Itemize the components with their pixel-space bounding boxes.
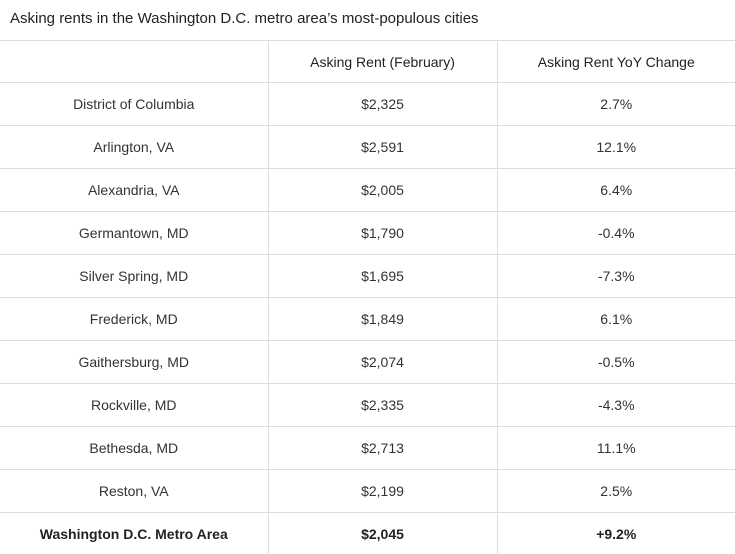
- column-header-yoy-change: Asking Rent YoY Change: [497, 41, 735, 83]
- city-cell: Alexandria, VA: [0, 169, 268, 212]
- table-row: Gaithersburg, MD $2,074 -0.5%: [0, 341, 735, 384]
- city-cell: District of Columbia: [0, 83, 268, 126]
- yoy-cell: 6.1%: [497, 298, 735, 341]
- rent-cell: $2,325: [268, 83, 497, 126]
- rent-cell: $2,335: [268, 384, 497, 427]
- yoy-cell: -7.3%: [497, 255, 735, 298]
- rent-cell: $2,199: [268, 470, 497, 513]
- column-header-asking-rent: Asking Rent (February): [268, 41, 497, 83]
- city-cell: Silver Spring, MD: [0, 255, 268, 298]
- yoy-cell: -4.3%: [497, 384, 735, 427]
- rent-cell: $2,005: [268, 169, 497, 212]
- rent-cell: $2,074: [268, 341, 497, 384]
- table-row: Bethesda, MD $2,713 11.1%: [0, 427, 735, 470]
- rent-cell: $1,695: [268, 255, 497, 298]
- yoy-cell: -0.5%: [497, 341, 735, 384]
- city-cell: Reston, VA: [0, 470, 268, 513]
- rent-cell: $1,790: [268, 212, 497, 255]
- table-header-row: Asking Rent (February) Asking Rent YoY C…: [0, 41, 735, 83]
- table-row: Rockville, MD $2,335 -4.3%: [0, 384, 735, 427]
- table-row: District of Columbia $2,325 2.7%: [0, 83, 735, 126]
- rent-cell: $1,849: [268, 298, 497, 341]
- yoy-cell: 2.5%: [497, 470, 735, 513]
- rent-table: Asking Rent (February) Asking Rent YoY C…: [0, 40, 735, 554]
- table-row: Arlington, VA $2,591 12.1%: [0, 126, 735, 169]
- table-row: Germantown, MD $1,790 -0.4%: [0, 212, 735, 255]
- rent-cell: $2,713: [268, 427, 497, 470]
- yoy-cell: 6.4%: [497, 169, 735, 212]
- city-cell: Gaithersburg, MD: [0, 341, 268, 384]
- yoy-cell: 11.1%: [497, 427, 735, 470]
- city-cell: Bethesda, MD: [0, 427, 268, 470]
- column-header-city: [0, 41, 268, 83]
- city-cell: Arlington, VA: [0, 126, 268, 169]
- city-cell: Germantown, MD: [0, 212, 268, 255]
- yoy-cell: 2.7%: [497, 83, 735, 126]
- table-row: Reston, VA $2,199 2.5%: [0, 470, 735, 513]
- city-cell: Frederick, MD: [0, 298, 268, 341]
- table-row: Alexandria, VA $2,005 6.4%: [0, 169, 735, 212]
- total-rent-cell: $2,045: [268, 513, 497, 554]
- table-row: Frederick, MD $1,849 6.1%: [0, 298, 735, 341]
- table-total-row: Washington D.C. Metro Area $2,045 +9.2%: [0, 513, 735, 554]
- table-row: Silver Spring, MD $1,695 -7.3%: [0, 255, 735, 298]
- rent-cell: $2,591: [268, 126, 497, 169]
- city-cell: Rockville, MD: [0, 384, 268, 427]
- chart-title: Asking rents in the Washington D.C. metr…: [0, 0, 735, 40]
- yoy-cell: 12.1%: [497, 126, 735, 169]
- yoy-cell: -0.4%: [497, 212, 735, 255]
- total-yoy-cell: +9.2%: [497, 513, 735, 554]
- total-city-cell: Washington D.C. Metro Area: [0, 513, 268, 554]
